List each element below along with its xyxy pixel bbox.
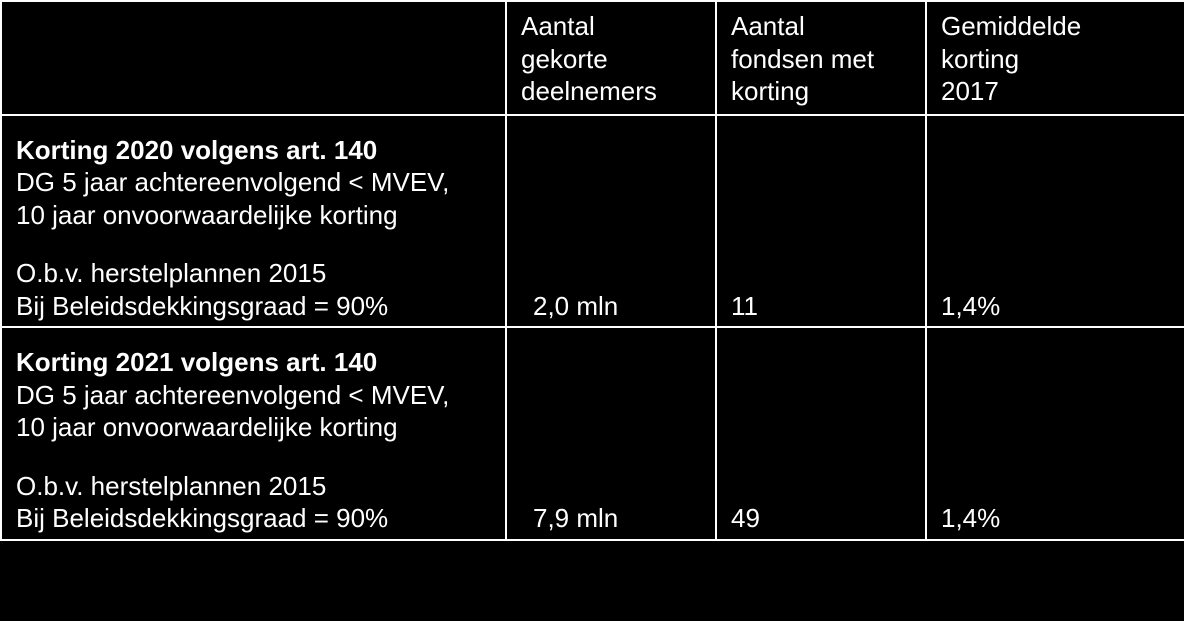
header-deelnemers-l1: Aantal bbox=[521, 11, 595, 41]
row-spacer bbox=[16, 231, 491, 257]
header-empty bbox=[1, 1, 506, 115]
row-sub2: 10 jaar onvoorwaardelijke korting bbox=[16, 412, 398, 442]
table-header-row: Aantal gekorte deelnemers Aantal fondsen… bbox=[1, 1, 1184, 115]
cell-deelnemers: 7,9 mln bbox=[506, 327, 716, 540]
table: Aantal gekorte deelnemers Aantal fondsen… bbox=[0, 0, 1184, 541]
cell-fondsen: 11 bbox=[716, 115, 926, 328]
table-row: Korting 2020 volgens art. 140 DG 5 jaar … bbox=[1, 115, 1184, 328]
row-sub1: DG 5 jaar achtereenvolgend < MVEV, bbox=[16, 167, 449, 197]
header-fondsen-l3: korting bbox=[731, 76, 809, 106]
header-deelnemers-l3: deelnemers bbox=[521, 76, 657, 106]
row-spacer bbox=[16, 444, 491, 470]
row-cond1: O.b.v. herstelplannen 2015 bbox=[16, 471, 326, 501]
row-cond1: O.b.v. herstelplannen 2015 bbox=[16, 258, 326, 288]
header-deelnemers-l2: gekorte bbox=[521, 44, 608, 74]
pension-korting-table: Aantal gekorte deelnemers Aantal fondsen… bbox=[0, 0, 1184, 541]
header-gemiddelde-l1: Gemiddelde bbox=[941, 11, 1081, 41]
header-fondsen-l1: Aantal bbox=[731, 11, 805, 41]
header-fondsen-l2: fondsen met bbox=[731, 44, 874, 74]
row-title: Korting 2021 volgens art. 140 bbox=[16, 347, 377, 377]
header-gemiddelde-l3: 2017 bbox=[941, 76, 999, 106]
row-title: Korting 2020 volgens art. 140 bbox=[16, 135, 377, 165]
row-sub1: DG 5 jaar achtereenvolgend < MVEV, bbox=[16, 380, 449, 410]
row-sub2: 10 jaar onvoorwaardelijke korting bbox=[16, 200, 398, 230]
header-gemiddelde: Gemiddelde korting 2017 bbox=[926, 1, 1184, 115]
cell-gemiddelde: 1,4% bbox=[926, 115, 1184, 328]
cell-gemiddelde: 1,4% bbox=[926, 327, 1184, 540]
cell-deelnemers: 2,0 mln bbox=[506, 115, 716, 328]
header-fondsen: Aantal fondsen met korting bbox=[716, 1, 926, 115]
header-gemiddelde-l2: korting bbox=[941, 44, 1019, 74]
table-row: Korting 2021 volgens art. 140 DG 5 jaar … bbox=[1, 327, 1184, 540]
cell-fondsen: 49 bbox=[716, 327, 926, 540]
row-desc: Korting 2021 volgens art. 140 DG 5 jaar … bbox=[1, 327, 506, 540]
row-desc: Korting 2020 volgens art. 140 DG 5 jaar … bbox=[1, 115, 506, 328]
row-cond2: Bij Beleidsdekkingsgraad = 90% bbox=[16, 291, 388, 321]
row-cond2: Bij Beleidsdekkingsgraad = 90% bbox=[16, 503, 388, 533]
header-deelnemers: Aantal gekorte deelnemers bbox=[506, 1, 716, 115]
